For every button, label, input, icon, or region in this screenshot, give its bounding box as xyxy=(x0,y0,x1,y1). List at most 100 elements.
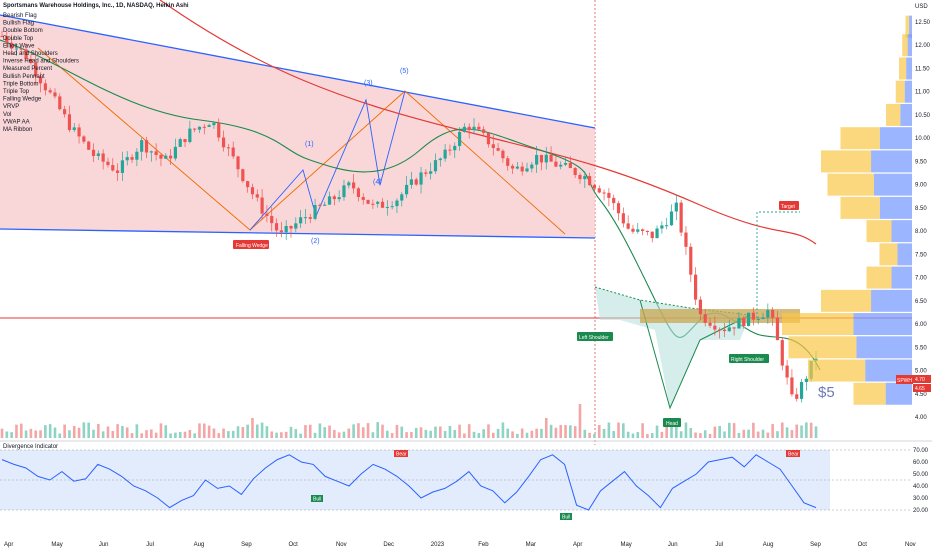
legend-item[interactable]: Inverse Head and Shoulders xyxy=(3,59,79,65)
wave-label-2: (2) xyxy=(311,238,320,245)
volume-profile-bar xyxy=(840,196,880,219)
volume-bar xyxy=(212,428,216,438)
legend-item[interactable]: Bullish Flag xyxy=(3,21,34,27)
candle-body xyxy=(771,310,775,318)
volume-bar xyxy=(814,426,818,438)
price-tick: 9.50 xyxy=(915,159,927,165)
volume-bar xyxy=(742,429,746,438)
legend-item[interactable]: Double Top xyxy=(3,36,34,42)
legend-item[interactable]: VWAP AA xyxy=(3,119,30,125)
lower-pane-title[interactable]: Divergence Indicator xyxy=(3,444,58,450)
candle-body xyxy=(535,154,539,165)
legend-item[interactable]: Head and Shoulders xyxy=(3,51,58,57)
candle-body xyxy=(77,127,81,137)
rsi-tick: 40.00 xyxy=(913,484,929,490)
candle-body xyxy=(337,197,341,200)
time-tick: Jun xyxy=(668,542,678,548)
legend-item[interactable]: Bearish Flag xyxy=(3,13,37,19)
candle-body xyxy=(168,155,173,159)
volume-bar xyxy=(487,424,490,438)
volume-profile-bar xyxy=(866,266,892,289)
volume-bar xyxy=(612,430,616,438)
volume-bar xyxy=(679,431,683,438)
volume-bar xyxy=(525,432,529,438)
candle-body xyxy=(274,223,279,231)
candle-body xyxy=(125,157,129,161)
volume-bar xyxy=(617,422,620,438)
volume-bar xyxy=(63,424,66,438)
candle-body xyxy=(24,49,28,59)
candle-body xyxy=(279,230,283,233)
volume-bar xyxy=(251,418,254,438)
right-shoulder-label: Right Shoulder xyxy=(731,357,764,363)
candle-body xyxy=(159,154,163,159)
zigzag-wave-line xyxy=(37,47,566,235)
volume-bar xyxy=(588,432,591,438)
time-axis[interactable]: Apr May Jun Jul Aug Sep Oct Nov Dec 2023 Feb Mar Apr… xyxy=(4,542,916,548)
legend-item[interactable]: Double Bottom xyxy=(3,28,43,34)
volume-profile-bar xyxy=(886,103,901,126)
legend-item[interactable]: Vol xyxy=(3,112,11,118)
legend-item[interactable]: Elliott Wave xyxy=(3,43,35,49)
resistance-zone xyxy=(640,309,800,323)
legend-item[interactable]: Triple Top xyxy=(3,89,30,95)
volume-bar xyxy=(564,425,567,438)
volume-bar xyxy=(790,430,794,438)
volume-bar xyxy=(800,425,803,438)
volume-bar xyxy=(328,425,331,438)
candle-body xyxy=(467,126,471,131)
candle-body xyxy=(496,148,500,151)
candle-body xyxy=(409,179,414,185)
candle-body xyxy=(457,131,462,146)
target-badge xyxy=(779,201,799,210)
time-tick: Nov xyxy=(905,542,916,548)
candle-body xyxy=(578,175,582,180)
candle-body xyxy=(130,157,134,160)
volume-bar xyxy=(270,431,274,438)
inverse-hs-pattern xyxy=(639,299,751,410)
candle-body xyxy=(135,151,139,160)
legend-item[interactable]: Falling Wedge xyxy=(3,97,42,103)
volume-profile-bar xyxy=(879,243,898,266)
volume-bar xyxy=(376,422,379,438)
volume-bar xyxy=(145,430,148,438)
volume-bar xyxy=(737,433,741,438)
volume-bar xyxy=(520,428,524,438)
volume-bar xyxy=(255,424,259,438)
price-tick: 12.50 xyxy=(915,20,931,26)
candle-body xyxy=(289,226,293,229)
legend-item[interactable]: Triple Bottom xyxy=(3,81,38,87)
candle-body xyxy=(140,140,144,152)
legend-item[interactable]: Measured Percent xyxy=(3,66,52,72)
legend-item[interactable]: Bullish Pennant xyxy=(3,74,45,80)
symbol-title[interactable]: Sportsmans Warehouse Holdings, Inc., 1D,… xyxy=(3,3,189,9)
candle-body xyxy=(746,312,751,326)
candle-body xyxy=(327,196,332,205)
legend-item[interactable]: VRVP xyxy=(3,104,19,110)
volume-bar xyxy=(467,424,471,438)
price-axis[interactable] xyxy=(912,0,932,550)
volume-bar xyxy=(217,433,221,438)
candle-body xyxy=(91,149,96,156)
volume-bar xyxy=(400,426,404,438)
volume-bar xyxy=(111,430,115,438)
volume-bar xyxy=(535,428,538,438)
candle-body xyxy=(727,327,731,332)
candle-body xyxy=(212,122,216,126)
volume-bar xyxy=(58,433,62,438)
candle-body xyxy=(462,126,466,132)
candle-body xyxy=(255,194,259,198)
volume-profile-bar xyxy=(885,382,912,405)
candle-body xyxy=(592,185,597,189)
candle-body xyxy=(53,92,57,97)
candle-body xyxy=(650,231,654,239)
volume-bar xyxy=(607,422,611,438)
legend-item[interactable]: MA Ribbon xyxy=(3,127,32,133)
candle-body xyxy=(472,126,476,131)
volume-bar xyxy=(77,427,81,438)
volume-bar xyxy=(361,427,365,438)
volume-bar xyxy=(227,431,230,438)
rsi-tick: 70.00 xyxy=(913,448,929,454)
candle-body xyxy=(669,211,674,226)
